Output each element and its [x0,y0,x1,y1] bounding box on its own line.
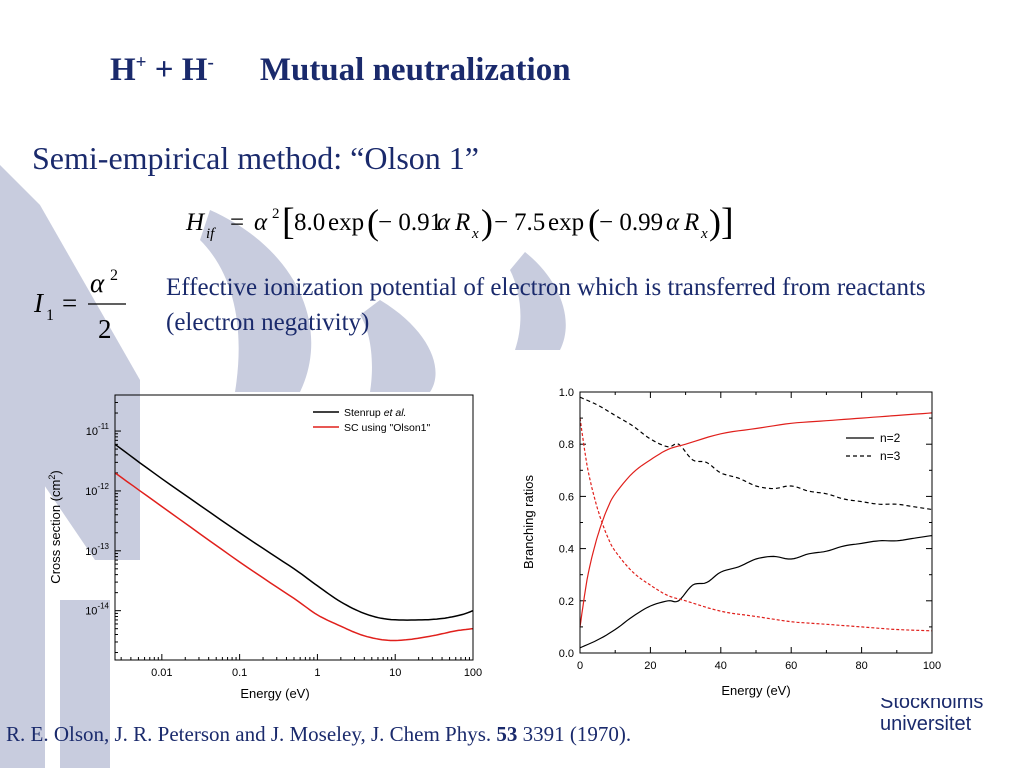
series-line-n2-sc [579,535,933,649]
x-tick-label: 80 [855,660,867,672]
svg-text:if: if [206,226,216,242]
citation: R. E. Olson, J. R. Peterson and J. Mosel… [6,722,632,746]
svg-text:R: R [454,209,470,236]
svg-text:− 0.99: − 0.99 [599,209,663,236]
svg-text:α: α [90,268,105,298]
svg-text:α: α [437,209,451,236]
series-line-stenrup [114,443,474,621]
svg-text:H: H [185,209,206,236]
svg-text:α: α [666,209,680,236]
svg-text:2: 2 [98,314,112,344]
cross-section-chart: 0.01 0.1 1 10 100 10-11 10-12 10-13 10-14 Stenru… [47,394,482,701]
y-tick-label: 0.2 [559,596,574,608]
svg-text:=: = [230,209,244,236]
x-tick-label: 0.1 [232,667,247,679]
slide-title: H+ + H- Mutual neutralization [110,52,571,88]
legend-label-n2: n=2 [880,431,901,445]
x-tick-label: 1 [314,667,320,679]
series-line-olson1 [114,472,474,642]
svg-text:R: R [683,209,699,236]
series-line-n3-sc [579,396,933,510]
y-tick-label: 0.6 [559,491,574,503]
y-tick-label: 10-14 [85,602,109,618]
legend-label-olson1: SC using "Olson1" [344,422,431,434]
svg-text:(: ( [367,202,379,242]
svg-text:]: ] [721,201,734,243]
coupling-formula: H if = α 2 [ 8.0 exp ( − 0.91 α R x ) − … [185,201,734,243]
svg-text:8.0: 8.0 [294,209,325,236]
svg-text:1: 1 [46,307,54,324]
legend-label-n3: n=3 [880,449,901,463]
x-tick-label: 40 [715,660,727,672]
y-tick-label: 10-12 [85,482,109,498]
method-subtitle: Semi-empirical method: “Olson 1” [32,140,479,176]
y-tick-label: 0.8 [559,439,574,451]
y-tick-label: 0.4 [559,544,574,556]
y-axis-label: Cross section (cm2) [47,470,63,583]
svg-text:−: − [494,209,508,236]
x-tick-label: 0.01 [151,667,172,679]
ionization-formula: I 1 = α 2 2 [33,267,126,344]
svg-text:(: ( [588,202,600,242]
svg-text:x: x [471,226,479,242]
slide-title-topic: Mutual neutralization [259,52,571,88]
x-tick-label: 60 [785,660,797,672]
svg-text:[: [ [282,201,295,243]
svg-text:α: α [254,209,268,236]
ionization-description: Effective ionization potential of electr… [166,274,926,336]
svg-text:− 0.91: − 0.91 [378,209,442,236]
x-tick-label: 10 [389,667,401,679]
series-line-n3-olson1 [579,418,933,632]
x-axis-label: Energy (eV) [240,686,309,701]
svg-text:I: I [33,288,45,318]
x-axis-label: Energy (eV) [721,683,790,698]
svg-text:2: 2 [110,267,118,284]
legend-label-stenrup: Stenrup et al. [344,407,406,419]
y-tick-label: 10-11 [86,422,110,438]
x-tick-label: 100 [923,660,941,672]
svg-text:2: 2 [272,206,280,222]
series-line-n2-olson1 [579,412,933,627]
x-tick-label: 100 [464,667,482,679]
x-tick-label: 0 [577,660,583,672]
svg-text:): ) [709,202,721,242]
y-tick-label: 0.0 [559,648,574,660]
svg-text:=: = [62,288,77,318]
university-logo-text: Stockholms universitet [880,698,984,735]
svg-text:): ) [481,202,493,242]
svg-text:x: x [700,226,708,242]
svg-text:exp: exp [328,209,364,236]
y-tick-label: 10-13 [85,542,109,558]
y-axis-label: Branching ratios [521,475,536,569]
branching-ratio-chart: 0 20 40 60 80 100 0.0 0.2 0.4 0.6 0.8 1.0 n=2 n=3 E… [521,387,941,698]
x-tick-label: 20 [644,660,656,672]
y-tick-label: 1.0 [559,387,574,399]
svg-text:exp: exp [548,209,584,236]
svg-text:7.5: 7.5 [514,209,545,236]
